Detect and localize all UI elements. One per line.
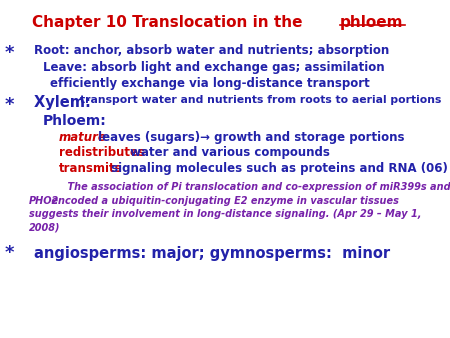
Text: suggests their involvement in long-distance signaling. (Apr 29 – May 1,: suggests their involvement in long-dista… xyxy=(29,209,422,219)
Text: PHO2: PHO2 xyxy=(29,196,59,206)
Text: Chapter 10 Translocation in the: Chapter 10 Translocation in the xyxy=(32,15,307,30)
Text: Phloem:: Phloem: xyxy=(43,114,107,128)
Text: water and various compounds: water and various compounds xyxy=(126,146,330,159)
Text: angiosperms: major; gymnosperms:  minor: angiosperms: major; gymnosperms: minor xyxy=(34,246,390,261)
Text: *: * xyxy=(4,96,14,114)
Text: signaling molecules such as proteins and RNA (06): signaling molecules such as proteins and… xyxy=(107,162,448,175)
Text: 2008): 2008) xyxy=(29,222,61,233)
Text: mature: mature xyxy=(58,131,106,144)
Text: transmits: transmits xyxy=(58,162,122,175)
Text: The association of Pi translocation and co-expression of miR399s and: The association of Pi translocation and … xyxy=(54,182,450,192)
Text: transport water and nutrients from roots to aerial portions: transport water and nutrients from roots… xyxy=(80,95,441,105)
Text: efficiently exchange via long-distance transport: efficiently exchange via long-distance t… xyxy=(50,77,369,90)
Text: Root: anchor, absorb water and nutrients; absorption: Root: anchor, absorb water and nutrients… xyxy=(34,44,389,57)
Text: *: * xyxy=(4,44,14,62)
Text: *: * xyxy=(4,244,14,262)
Text: encoded a ubiquitin-conjugating E2 enzyme in vascular tissues: encoded a ubiquitin-conjugating E2 enzym… xyxy=(48,196,399,206)
Text: Leave: absorb light and exchange gas; assimilation: Leave: absorb light and exchange gas; as… xyxy=(43,61,384,74)
Text: phloem: phloem xyxy=(340,15,403,30)
Text: Xylem:: Xylem: xyxy=(34,95,96,110)
Text: redistributes: redistributes xyxy=(58,146,144,159)
Text: leaves (sugars)→ growth and storage portions: leaves (sugars)→ growth and storage port… xyxy=(94,131,405,144)
